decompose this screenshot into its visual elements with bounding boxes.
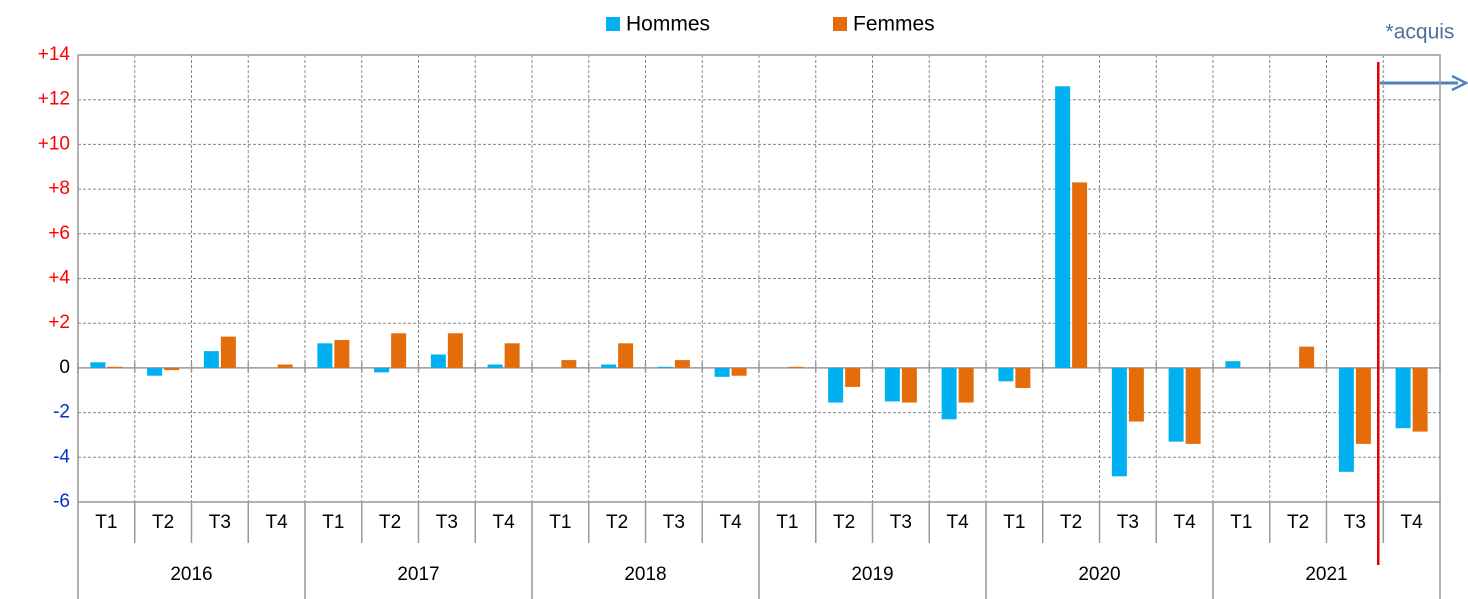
bar <box>447 333 463 368</box>
bar <box>334 339 350 368</box>
y-tick-label: +4 <box>48 268 70 289</box>
x-tick-label: T3 <box>436 512 458 533</box>
year-label: 2016 <box>170 564 212 585</box>
bar <box>147 367 163 376</box>
bar <box>1395 367 1411 429</box>
x-tick-label: T2 <box>379 512 401 533</box>
bar <box>107 366 123 368</box>
x-tick-label: T4 <box>493 512 516 533</box>
bar <box>504 343 520 368</box>
legend-swatch <box>833 17 847 31</box>
year-label: 2019 <box>851 564 893 585</box>
bar <box>317 343 333 368</box>
bar <box>998 367 1014 382</box>
legend-swatch <box>606 17 620 31</box>
x-tick-label: T4 <box>947 512 970 533</box>
y-tick-label: +2 <box>48 312 70 333</box>
arrow-head <box>1451 74 1468 92</box>
bar <box>674 360 690 368</box>
bar <box>1299 346 1315 368</box>
bar <box>828 367 844 403</box>
x-tick-label: T1 <box>776 512 798 533</box>
bar <box>203 351 219 368</box>
bar <box>391 333 407 368</box>
bar <box>1185 367 1201 444</box>
bar <box>941 367 957 420</box>
year-label: 2018 <box>624 564 666 585</box>
bar <box>1168 367 1184 442</box>
x-tick-label: T2 <box>606 512 628 533</box>
x-tick-label: T1 <box>1003 512 1025 533</box>
x-tick-label: T3 <box>1344 512 1366 533</box>
bar <box>901 367 917 403</box>
y-tick-label: -2 <box>53 402 70 423</box>
bar <box>1355 367 1371 444</box>
legend-label: Hommes <box>626 13 710 36</box>
x-tick-label: T2 <box>833 512 855 533</box>
y-tick-label: -4 <box>53 446 70 467</box>
y-tick-label: +8 <box>48 178 70 199</box>
bar <box>958 367 974 403</box>
x-tick-label: T3 <box>209 512 231 533</box>
bar <box>1338 367 1354 472</box>
x-tick-label: T4 <box>1174 512 1197 533</box>
x-tick-label: T4 <box>266 512 289 533</box>
x-tick-label: T3 <box>1117 512 1139 533</box>
year-label: 2017 <box>397 564 439 585</box>
bar <box>220 336 236 368</box>
bar <box>90 362 106 368</box>
y-tick-label: +10 <box>38 133 70 154</box>
x-tick-label: T1 <box>549 512 571 533</box>
x-tick-label: T2 <box>152 512 174 533</box>
y-tick-label: -6 <box>53 491 70 512</box>
bar <box>1055 86 1071 368</box>
bar <box>1111 367 1127 477</box>
year-label: 2021 <box>1305 564 1347 585</box>
bar <box>561 360 577 368</box>
y-tick-label: +6 <box>48 223 70 244</box>
y-tick-label: +14 <box>38 44 71 65</box>
annotation: *acquis <box>1386 21 1455 44</box>
year-label: 2020 <box>1078 564 1120 585</box>
x-tick-label: T3 <box>663 512 685 533</box>
y-tick-label: +12 <box>38 89 70 110</box>
bar <box>618 343 634 368</box>
bar <box>164 367 180 371</box>
x-tick-label: T1 <box>95 512 117 533</box>
bar <box>1412 367 1428 432</box>
bar <box>374 367 390 373</box>
y-tick-label: 0 <box>59 357 70 378</box>
bar <box>277 364 293 368</box>
bar <box>1128 367 1144 422</box>
x-tick-label: T2 <box>1060 512 1082 533</box>
bar <box>1072 182 1088 368</box>
x-tick-label: T2 <box>1287 512 1309 533</box>
x-tick-label: T1 <box>322 512 344 533</box>
bar <box>788 366 804 368</box>
bar <box>487 364 503 368</box>
bar <box>657 366 673 368</box>
bar <box>731 367 747 376</box>
bar <box>884 367 900 402</box>
x-tick-label: T4 <box>1401 512 1424 533</box>
bar <box>1225 361 1241 368</box>
x-tick-label: T1 <box>1230 512 1252 533</box>
bar <box>845 367 861 387</box>
x-tick-label: T4 <box>720 512 743 533</box>
bar <box>714 367 730 377</box>
legend-label: Femmes <box>853 13 935 36</box>
bar <box>1015 367 1031 389</box>
x-tick-label: T3 <box>890 512 912 533</box>
bar <box>430 354 446 368</box>
bar <box>601 364 617 368</box>
